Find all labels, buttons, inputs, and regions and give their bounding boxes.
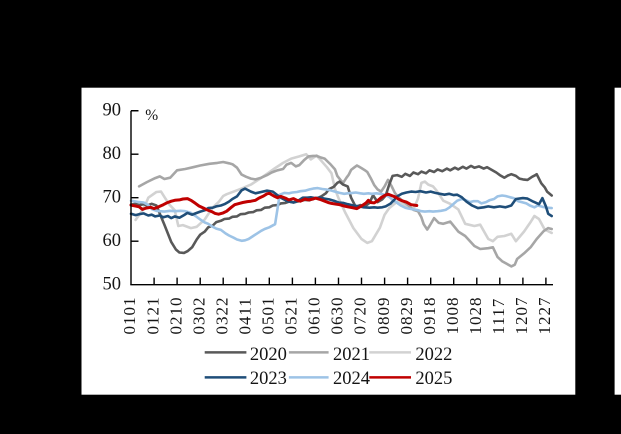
svg-text:90: 90 — [103, 101, 122, 121]
svg-text:%: % — [145, 107, 158, 124]
svg-text:1008: 1008 — [443, 297, 462, 335]
svg-text:0322: 0322 — [212, 297, 231, 335]
svg-text:0501: 0501 — [259, 297, 278, 335]
svg-text:1028: 1028 — [466, 297, 485, 335]
svg-text:70: 70 — [103, 188, 122, 208]
svg-text:0210: 0210 — [166, 297, 185, 335]
svg-text:0630: 0630 — [328, 297, 347, 335]
svg-text:0720: 0720 — [351, 297, 370, 335]
svg-text:80: 80 — [103, 144, 122, 164]
svg-text:2020: 2020 — [250, 345, 287, 365]
svg-text:0121: 0121 — [143, 297, 162, 335]
svg-text:0610: 0610 — [305, 297, 324, 335]
svg-text:1117: 1117 — [489, 298, 508, 335]
svg-text:0829: 0829 — [397, 297, 416, 335]
svg-text:0101: 0101 — [120, 297, 139, 335]
svg-text:0918: 0918 — [420, 297, 439, 335]
svg-text:50: 50 — [103, 275, 122, 295]
svg-text:60: 60 — [103, 231, 122, 251]
svg-text:2023: 2023 — [250, 369, 287, 389]
svg-text:0302: 0302 — [189, 297, 208, 335]
svg-text:2022: 2022 — [415, 345, 452, 365]
svg-text:0809: 0809 — [374, 297, 393, 335]
svg-text:1227: 1227 — [535, 297, 554, 335]
svg-text:2021: 2021 — [333, 345, 370, 365]
svg-text:2025: 2025 — [415, 369, 452, 389]
svg-text:2024: 2024 — [333, 369, 370, 389]
svg-text:0521: 0521 — [282, 297, 301, 335]
svg-text:0411: 0411 — [235, 297, 254, 334]
svg-text:1207: 1207 — [512, 297, 531, 335]
